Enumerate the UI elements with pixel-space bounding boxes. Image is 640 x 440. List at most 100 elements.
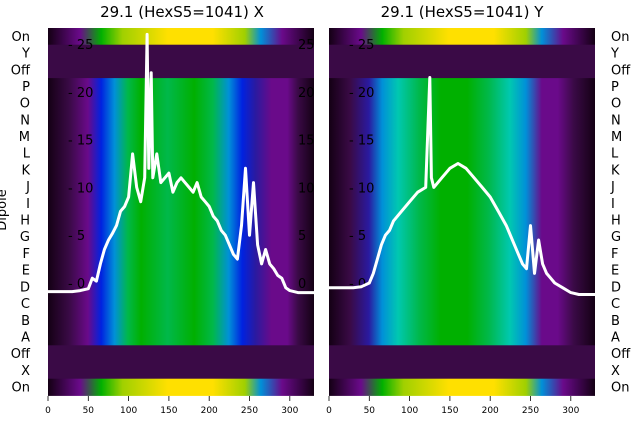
- dipole-label-j: J: [25, 180, 30, 195]
- dipole-label-on: On: [12, 381, 30, 396]
- heatmap-row-g: [48, 228, 314, 246]
- right-edge-tick-5: 5: [298, 229, 306, 244]
- heatmap-row-c: [48, 295, 314, 313]
- right-edge-tick-25: 25: [298, 38, 315, 53]
- dipole-label-c: C: [611, 297, 620, 312]
- heatmap-row-i: [48, 195, 314, 213]
- overlay-tick-20: - 20: [349, 86, 374, 101]
- dipole-label-off: Off: [611, 63, 631, 78]
- right-edge-labels-x: 25 20 15 10 5 0: [298, 38, 315, 292]
- right-edge-tick-20: 20: [298, 86, 315, 101]
- dipole-label-m: M: [19, 130, 30, 145]
- dipole-label-d: D: [611, 280, 621, 295]
- chart-title-x: 29.1 (HexS5=1041) X: [100, 3, 264, 21]
- dipole-label-e: E: [22, 264, 30, 279]
- dipole-label-n: N: [20, 113, 30, 128]
- dipole-label-y: Y: [21, 47, 30, 62]
- heatmap-row-c: [329, 295, 595, 313]
- heatmap-row-b: [329, 311, 595, 330]
- x-tick-label-200: 200: [201, 406, 218, 416]
- heatmap-row-n: [48, 111, 314, 129]
- dipole-label-e: E: [611, 264, 619, 279]
- heatmap-row-a: [329, 328, 595, 346]
- heatmap-row-off: [329, 345, 595, 363]
- heatmap-row-m: [329, 128, 595, 146]
- overlay-tick-5: - 5: [68, 229, 85, 244]
- overlay-tick-5: - 5: [349, 229, 366, 244]
- dipole-label-a: A: [611, 330, 620, 345]
- dipole-label-g: G: [20, 230, 30, 245]
- dipole-label-c: C: [21, 297, 30, 312]
- dipole-label-on: On: [611, 381, 629, 396]
- x-ticks-y: 0 50 100 150 200 250 300: [326, 396, 580, 416]
- heatmap-row-x: [329, 362, 595, 380]
- dipole-label-off: Off: [11, 63, 31, 78]
- heatmap-row-h: [48, 211, 314, 229]
- heatmap-row-f: [48, 245, 314, 263]
- overlay-tick-15: - 15: [68, 134, 93, 149]
- dipole-label-i: I: [611, 197, 615, 212]
- heatmap-row-e: [329, 261, 595, 279]
- overlay-ticks-x: - 25 - 20 - 15 - 10 - 5 - 0: [68, 38, 93, 292]
- dipole-label-k: K: [611, 163, 620, 178]
- dipole-label-p: P: [611, 80, 619, 95]
- trace-x: [48, 32, 314, 295]
- heatmap-row-e: [48, 261, 314, 279]
- dipole-label-o: O: [20, 97, 30, 112]
- heatmap-row-d: [329, 278, 595, 296]
- heatmap-panel-y: 29.1 (HexS5=1041) Y OnYOffPONMLKJIHGFEDC…: [326, 3, 631, 416]
- heatmap-panel-x: 29.1 (HexS5=1041) X Dipole OnYOffPONMLKJ…: [0, 3, 315, 416]
- right-edge-tick-0: 0: [298, 277, 306, 292]
- heatmap-row-n: [329, 111, 595, 129]
- x-tick-label-0: 0: [326, 406, 332, 416]
- heatmap-row-k: [329, 161, 595, 179]
- overlay-tick-25: - 25: [68, 38, 93, 53]
- dipole-label-b: B: [21, 314, 30, 329]
- heatmap-row-p: [48, 78, 314, 96]
- heatmap-row-o: [329, 94, 595, 112]
- dipole-label-b: B: [611, 314, 620, 329]
- heatmap-rows-x: [48, 28, 314, 396]
- heatmap-row-y: [329, 44, 595, 62]
- heatmap-row-g: [329, 228, 595, 246]
- x-tick-label-250: 250: [522, 406, 539, 416]
- overlay-tick-25: - 25: [349, 38, 374, 53]
- heatmap-row-h: [329, 211, 595, 229]
- heatmap-rows-y: [329, 28, 595, 396]
- dipole-label-a: A: [21, 330, 30, 345]
- dipole-label-j: J: [610, 180, 615, 195]
- overlay-tick-10: - 10: [349, 181, 374, 196]
- right-edge-tick-10: 10: [298, 181, 315, 196]
- dipole-label-g: G: [611, 230, 621, 245]
- dipole-label-f: F: [611, 247, 618, 262]
- trace-y: [329, 76, 595, 296]
- overlay-tick-10: - 10: [68, 181, 93, 196]
- x-tick-label-0: 0: [45, 406, 51, 416]
- heatmap-row-k: [48, 161, 314, 179]
- heatmap-row-o: [48, 94, 314, 112]
- dipole-label-l: L: [23, 147, 31, 162]
- heatmap-row-off: [329, 61, 595, 79]
- heatmap-row-l: [48, 144, 314, 163]
- dipole-label-h: H: [611, 214, 621, 229]
- y-axis-label-dipole: Dipole: [0, 189, 10, 230]
- heatmap-row-on: [48, 28, 314, 46]
- x-tick-label-100: 100: [120, 406, 137, 416]
- dipole-label-m: M: [611, 130, 622, 145]
- heatmap-row-j: [329, 178, 595, 196]
- dipole-label-d: D: [20, 280, 30, 295]
- overlay-tick-20: - 20: [68, 86, 93, 101]
- dipole-label-n: N: [611, 113, 621, 128]
- right-edge-tick-15: 15: [298, 134, 315, 149]
- heatmap-row-l: [329, 144, 595, 163]
- dipole-label-h: H: [20, 214, 30, 229]
- heatmap-row-on: [329, 28, 595, 46]
- overlay-tick-0: - 0: [68, 277, 85, 292]
- heatmap-row-f: [329, 245, 595, 263]
- dipole-label-k: K: [21, 163, 30, 178]
- x-tick-label-250: 250: [241, 406, 258, 416]
- x-tick-label-300: 300: [281, 406, 298, 416]
- signal-trace: [48, 32, 314, 295]
